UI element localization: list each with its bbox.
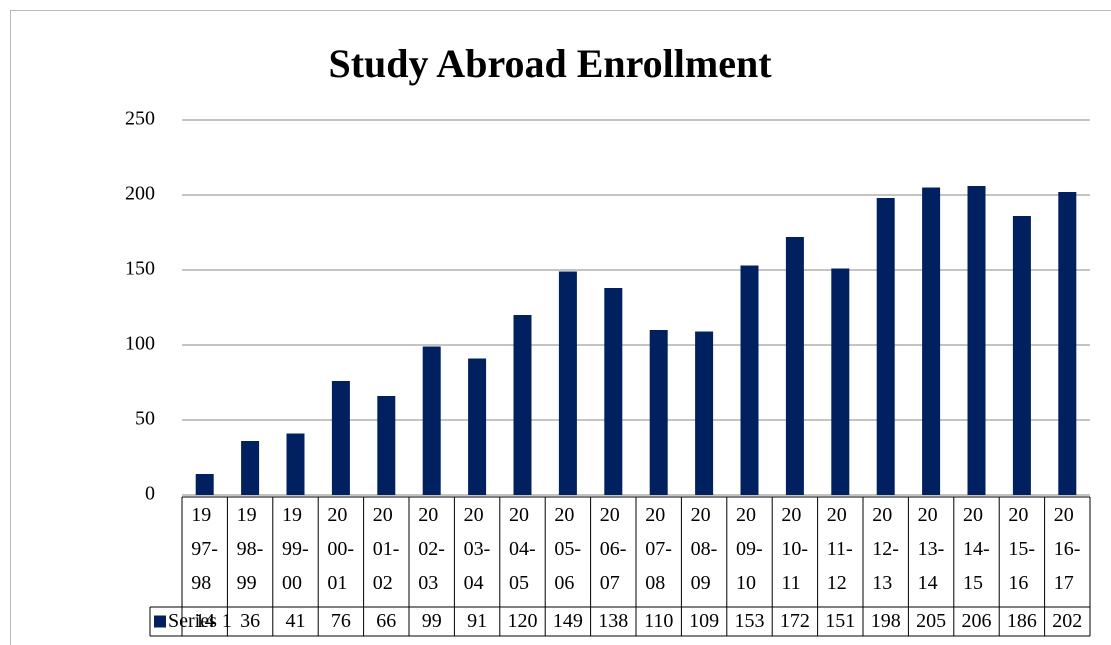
x-tick-label: 2014-15: [962, 504, 990, 594]
bar: [1058, 192, 1077, 495]
x-tick-label: 2011-12: [826, 504, 853, 594]
x-tick-cell: 2001-02: [372, 504, 400, 594]
y-tick-label: 200: [125, 183, 155, 205]
data-table-value: 202: [1052, 610, 1082, 632]
x-tick-label: 1997-98: [191, 504, 218, 594]
x-tick-label: 1999-00: [281, 504, 309, 594]
x-tick-cell: 2003-04: [463, 504, 491, 594]
y-tick-label: 0: [145, 483, 155, 505]
x-tick-label: 2002-03: [418, 504, 445, 594]
x-tick-label: 2005-06: [554, 504, 582, 594]
x-tick-cell: 2005-06: [554, 504, 582, 594]
data-table-value: 41: [286, 610, 306, 632]
x-tick-cell: 2013-14: [917, 504, 945, 594]
chart-frame: [10, 10, 1111, 645]
x-tick-label: 2015-16: [1008, 504, 1036, 594]
data-table-value: 198: [871, 610, 901, 632]
bar: [876, 198, 895, 495]
y-tick-label: 150: [125, 258, 155, 280]
x-tick-label: 2009-10: [735, 504, 763, 594]
data-table-value: 91: [467, 610, 487, 632]
bar: [785, 237, 804, 495]
x-tick-label: 2016-17: [1053, 504, 1081, 594]
x-tick-cell: 2016-17: [1053, 504, 1081, 594]
x-tick-label: 2010-11: [781, 504, 809, 594]
bar: [468, 358, 487, 495]
bar: [241, 441, 260, 495]
bar: [513, 315, 532, 495]
x-tick-cell: 2015-16: [1008, 504, 1036, 594]
bar: [740, 265, 759, 495]
x-tick-label: 2006-07: [599, 504, 627, 594]
x-tick-label: 2013-14: [917, 504, 945, 594]
data-table-value: 109: [689, 610, 719, 632]
bar: [604, 288, 623, 495]
legend-label: Series 1: [168, 610, 232, 632]
x-tick-cell: 2010-11: [781, 504, 809, 594]
bar: [286, 433, 305, 495]
x-tick-label: 2003-04: [463, 504, 491, 594]
bar: [558, 271, 577, 495]
x-tick-label: 2004-05: [508, 504, 536, 594]
y-tick-label: 250: [125, 108, 155, 130]
x-tick-label: 2012-13: [872, 504, 899, 594]
bar: [422, 346, 441, 495]
x-tick-label: 1998-99: [236, 504, 264, 594]
data-table-value: 153: [735, 610, 765, 632]
x-tick-cell: 2009-10: [735, 504, 763, 594]
data-table-value: 149: [553, 610, 583, 632]
bar: [331, 381, 350, 495]
x-tick-label: 2008-09: [690, 504, 718, 594]
x-tick-cell: 2006-07: [599, 504, 627, 594]
x-tick-cell: 2011-12: [826, 504, 853, 594]
data-table-value: 66: [376, 610, 396, 632]
data-table-value: 36: [240, 610, 260, 632]
data-table-value: 205: [916, 610, 946, 632]
x-tick-cell: 2014-15: [962, 504, 990, 594]
x-tick-label: 2001-02: [372, 504, 400, 594]
bar: [922, 187, 941, 495]
x-tick-cell: 1998-99: [236, 504, 264, 594]
bar: [377, 396, 396, 495]
x-tick-cell: 2000-01: [327, 504, 355, 594]
x-tick-cell: 2004-05: [508, 504, 536, 594]
x-tick-label: 2000-01: [327, 504, 355, 594]
x-tick-cell: 2008-09: [690, 504, 718, 594]
data-table-value: 138: [598, 610, 628, 632]
x-tick-cell: 2012-13: [872, 504, 899, 594]
bar: [695, 331, 714, 495]
x-tick-cell: 1997-98: [191, 504, 218, 594]
data-table-value: 14: [195, 610, 215, 632]
x-tick-label: 2007-08: [645, 504, 672, 594]
bar: [1012, 216, 1031, 495]
data-table-value: 76: [331, 610, 351, 632]
data-table-value: 172: [780, 610, 810, 632]
bar: [649, 330, 668, 495]
x-tick-cell: 1999-00: [281, 504, 309, 594]
data-table-value: 120: [508, 610, 538, 632]
y-tick-label: 50: [135, 408, 155, 430]
data-table-value: 206: [962, 610, 992, 632]
data-table-value: 110: [644, 610, 673, 632]
data-table-value: 186: [1007, 610, 1037, 632]
chart-title: Study Abroad Enrollment: [328, 41, 772, 86]
x-tick-cell: 2002-03: [418, 504, 445, 594]
bar: [195, 474, 214, 495]
y-tick-label: 100: [125, 333, 155, 355]
data-table-value: 99: [422, 610, 442, 632]
legend-swatch: [154, 615, 166, 628]
bar: [967, 186, 986, 495]
bar: [831, 268, 850, 495]
data-table-value: 151: [825, 610, 855, 632]
x-tick-cell: 2007-08: [645, 504, 672, 594]
